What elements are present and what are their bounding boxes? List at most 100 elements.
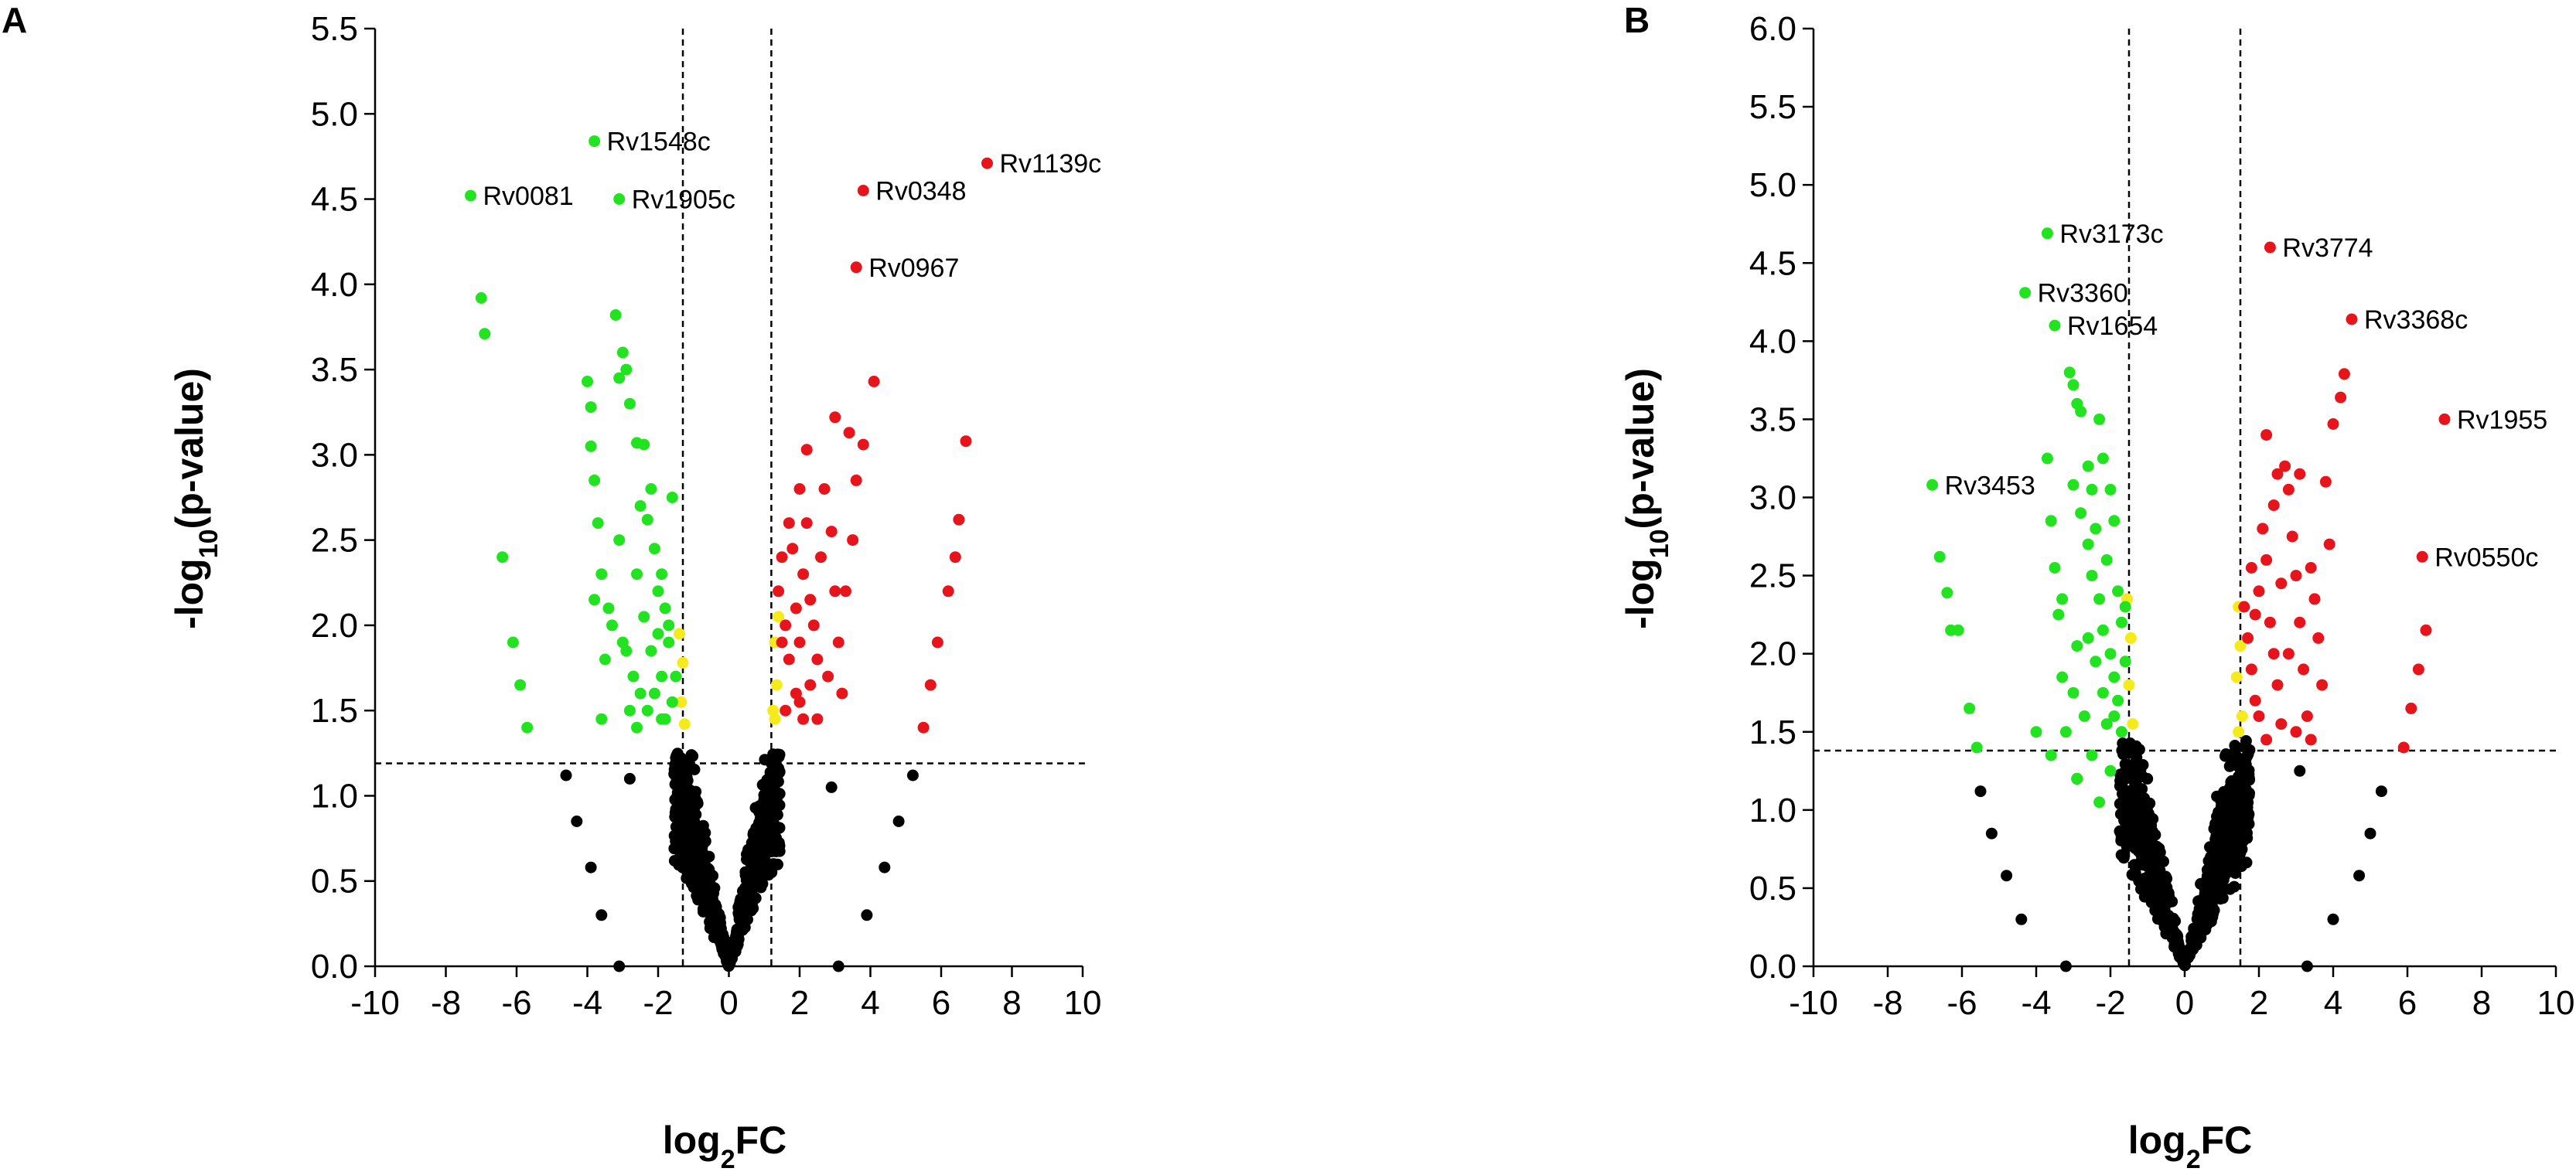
y-tick-label: 3.0 [1749,479,1796,517]
down-regulated-point [2104,765,2117,777]
up-regulated-point [780,704,792,717]
down-regulated-point [592,517,604,530]
up-regulated-point [815,551,827,564]
down-regulated-point [627,670,640,683]
down-regulated-point [2063,366,2076,379]
up-regulated-point [2260,734,2273,746]
up-regulated-point [797,713,810,725]
up-regulated-point [2275,718,2288,731]
down-regulated-point [2045,515,2057,527]
up-regulated-point [773,585,785,598]
x-axis-title-a: log2FC [663,1119,787,1174]
down-regulated-point [521,721,534,734]
up-regulated-point [2238,601,2250,613]
ns-point [2216,875,2228,887]
ns-point [2353,870,2366,882]
ns-point [756,843,768,855]
y-tick-label: 4.5 [311,181,358,219]
ns-point [2233,856,2246,868]
down-regulated-point [2086,483,2098,496]
labeled-point [589,135,601,148]
up-regulated-point [847,534,859,547]
down-regulated-point [2090,523,2102,535]
up-regulated-point [836,687,848,700]
ns-point [705,903,717,915]
ns-point [2015,913,2028,925]
down-regulated-point [2049,562,2061,574]
ns-point [2205,915,2217,928]
gene-label: Rv1654 [2067,312,2158,341]
gene-label: Rv3173c [2059,220,2163,249]
y-tick-label: 2.0 [311,607,358,645]
ns-point [879,861,891,874]
gene-label: Rv0081 [483,182,574,211]
up-regulated-point [811,713,824,725]
x-tick-label: 6 [932,984,950,1022]
down-regulated-point [1952,624,1964,636]
down-regulated-point [2075,507,2087,519]
y-tick-label: 3.5 [311,351,358,389]
ns-point [2150,857,2161,870]
ns-point [2230,828,2243,840]
ns-point [2120,769,2132,782]
x-axis-title-b: log2FC [2128,1119,2253,1174]
x-tick-label: -10 [1789,984,1838,1022]
y-tick-label: 5.0 [311,95,358,133]
up-regulated-point [800,517,813,530]
ns-point [2135,834,2148,846]
gene-label: Rv0967 [868,254,959,283]
down-regulated-point [507,636,519,649]
up-regulated-point [2245,663,2257,676]
ns-point [2131,826,2144,838]
ns-point [2129,778,2141,791]
ns-point [2179,959,2191,971]
y-tick-label: 2.5 [1749,557,1796,595]
threshold-lines-b [1813,29,2560,966]
gene-label: Rv1139c [1000,149,1102,179]
ns-point [2131,812,2144,825]
ns-point [743,872,755,884]
down-regulated-point [589,474,601,486]
x-tick-label: 0 [719,984,738,1022]
x-tick-label: 8 [1002,984,1021,1022]
ns-point [2121,785,2133,798]
down-regulated-point [631,721,643,734]
down-regulated-point [2108,515,2121,527]
ns-point [743,881,756,893]
axes-b: 0.0 0.5 1.0 1.5 2.0 2.5 3.0 3.5 4.0 4.5 5.0 5.5 6.0 -… [1749,10,2575,1022]
down-regulated-point [2115,616,2127,628]
up-regulated-point [2253,585,2265,598]
ns-point [2125,802,2138,815]
ns-point [741,853,752,866]
ns-point [683,795,695,808]
up-regulated-point [2327,418,2339,430]
point-labels-b: Rv3173c Rv3360 Rv1654 Rv3453 Rv3774 Rv3368c Rv… [1945,220,2548,573]
y-tick-label: 2.5 [311,522,358,560]
down-regulated-point [2108,710,2121,722]
ns-point [2294,765,2306,777]
y-tick-label: 4.0 [311,266,358,304]
ns-point [2241,750,2254,762]
down-regulated-point [652,628,664,640]
ns-point [2243,787,2255,799]
x-tick-label: 6 [2398,984,2417,1022]
ns-point [680,849,692,861]
down-regulated-point [2115,726,2127,738]
ns-point [2119,758,2131,770]
x-tick-label: 10 [1064,984,1102,1022]
borderline-point [2230,671,2243,683]
up-regulated-point [960,435,972,448]
up-regulated-point [2260,553,2273,566]
down-regulated-point [620,363,633,376]
ns-point [2152,895,2165,908]
down-regulated-point [663,619,675,632]
borderline-point [770,679,783,691]
ns-point [623,772,636,785]
y-tick-label: 5.5 [311,10,358,48]
ns-point [2229,740,2241,751]
y-tick-label: 4.0 [1749,322,1796,360]
up-regulated-point [783,653,795,666]
down-regulated-point [589,594,601,606]
up-regulated-point [804,679,817,691]
